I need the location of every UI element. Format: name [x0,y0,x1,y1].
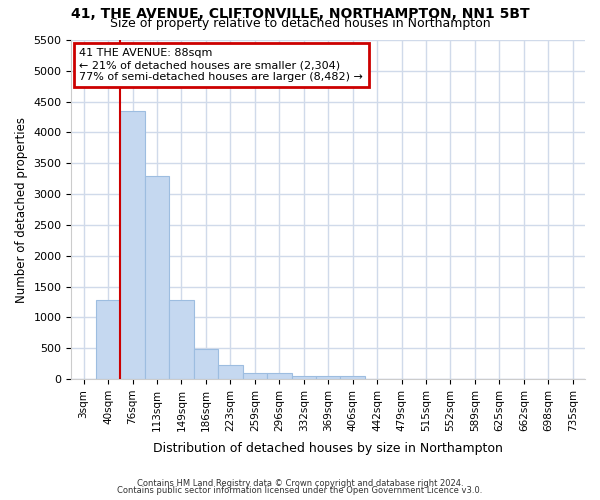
Bar [145,176,169,379]
Bar [194,349,218,379]
Text: Size of property relative to detached houses in Northampton: Size of property relative to detached ho… [110,16,490,30]
Text: 41 THE AVENUE: 88sqm
← 21% of detached houses are smaller (2,304)
77% of semi-de: 41 THE AVENUE: 88sqm ← 21% of detached h… [79,48,363,82]
Bar [316,376,340,379]
Bar [340,376,365,379]
Bar [218,365,242,379]
Text: Contains HM Land Registry data © Crown copyright and database right 2024.: Contains HM Land Registry data © Crown c… [137,478,463,488]
Bar [242,374,267,379]
Bar [267,374,292,379]
Text: Contains public sector information licensed under the Open Government Licence v3: Contains public sector information licen… [118,486,482,495]
Bar [169,300,194,379]
Bar [96,300,121,379]
Bar [121,111,145,379]
Text: 41, THE AVENUE, CLIFTONVILLE, NORTHAMPTON, NN1 5BT: 41, THE AVENUE, CLIFTONVILLE, NORTHAMPTO… [71,8,529,22]
Bar [292,376,316,379]
X-axis label: Distribution of detached houses by size in Northampton: Distribution of detached houses by size … [153,442,503,455]
Y-axis label: Number of detached properties: Number of detached properties [15,116,28,302]
